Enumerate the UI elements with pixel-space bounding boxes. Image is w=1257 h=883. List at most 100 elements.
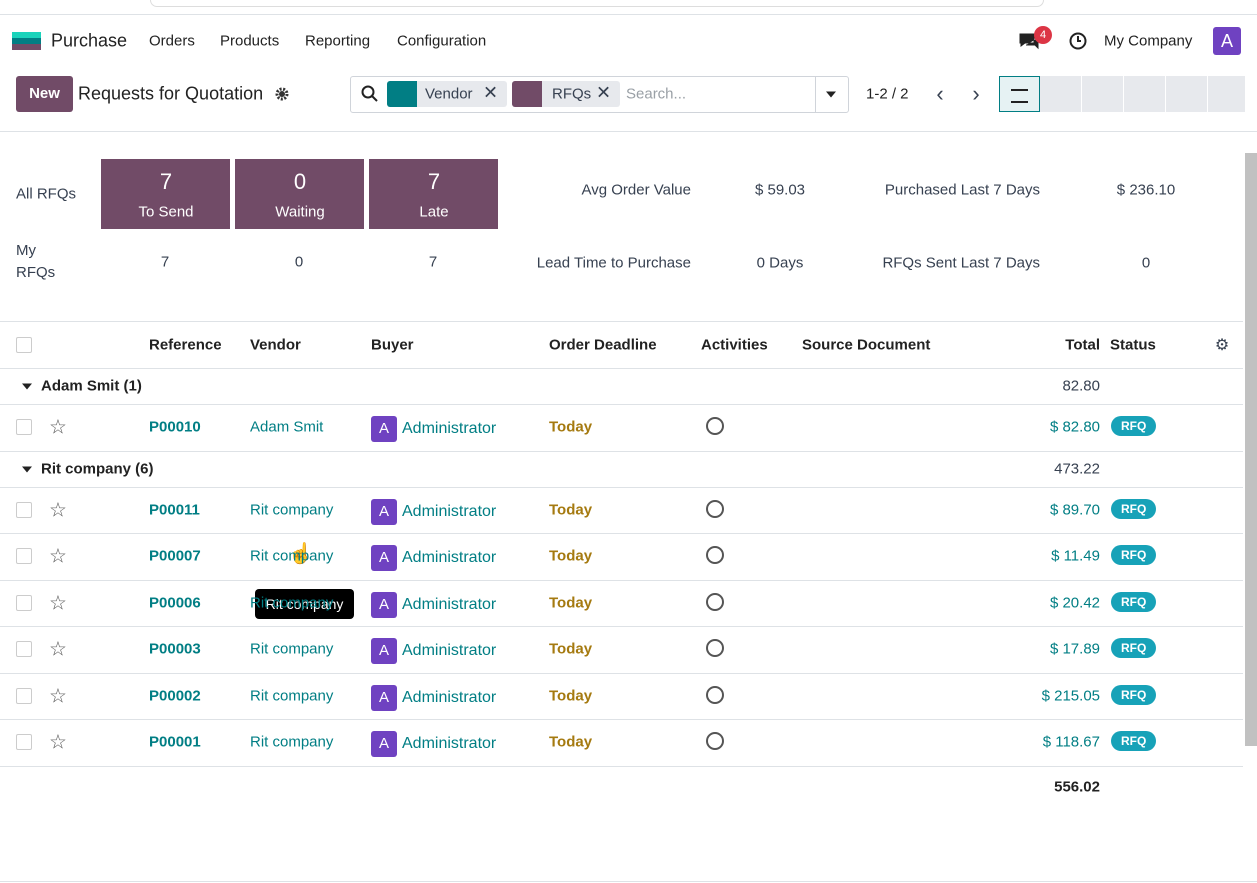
facet[interactable]: RFQs ✕: [512, 81, 620, 107]
star[interactable]: ☆: [49, 499, 67, 521]
menu-item[interactable]: Products: [220, 32, 280, 50]
activity-icon[interactable]: [706, 417, 724, 435]
activity-icon[interactable]: [706, 639, 724, 657]
status: RFQ: [1111, 545, 1157, 565]
vendor[interactable]: Rit company: [250, 640, 334, 658]
column-header[interactable]: Status: [1110, 336, 1156, 354]
star[interactable]: ☆: [49, 416, 67, 439]
deadline: Today: [549, 687, 593, 704]
column-header[interactable]: Vendor: [250, 336, 301, 354]
card-label[interactable]: Waiting: [275, 203, 325, 221]
column-header[interactable]: Activities: [701, 336, 768, 354]
row-checkbox[interactable]: [16, 687, 32, 704]
reference[interactable]: P00002: [149, 687, 201, 704]
company[interactable]: My Company: [1104, 32, 1193, 50]
new-button[interactable]: New: [16, 76, 73, 112]
view-kanban[interactable]: [1040, 76, 1082, 112]
row-checkbox[interactable]: [16, 734, 32, 750]
gear-icon[interactable]: [275, 87, 289, 101]
vendor[interactable]: Rit company: [250, 594, 334, 611]
reference[interactable]: P00007: [149, 547, 201, 565]
stat-card[interactable]: [369, 159, 498, 229]
clock-icon[interactable]: [1069, 32, 1087, 50]
header-checkbox[interactable]: [16, 337, 32, 353]
pager-prev[interactable]: ‹: [936, 81, 944, 106]
buyer-avatar: A: [371, 416, 397, 442]
view-activity[interactable]: [1208, 76, 1246, 112]
row-checkbox[interactable]: [16, 594, 32, 611]
card-value[interactable]: 7: [159, 169, 173, 194]
vendor[interactable]: Rit company: [250, 733, 334, 751]
status: RFQ: [1111, 591, 1157, 612]
my-value[interactable]: 7: [160, 253, 170, 271]
caret[interactable]: [22, 466, 32, 477]
star[interactable]: ☆: [49, 638, 67, 661]
deadline: Today: [549, 640, 593, 658]
app-logo[interactable]: [12, 32, 41, 50]
row-checkbox[interactable]: [16, 641, 32, 657]
activity-icon[interactable]: [706, 546, 724, 564]
stat-value: 0 Days: [756, 254, 804, 272]
search-icon[interactable]: [361, 85, 379, 103]
row-checkbox[interactable]: [16, 419, 32, 435]
facet-label: RFQs: [552, 85, 592, 103]
search-placeholder[interactable]: Search...: [626, 85, 687, 103]
star[interactable]: ☆: [49, 731, 67, 754]
vendor[interactable]: Rit company: [250, 501, 334, 518]
star[interactable]: ☆: [49, 592, 67, 614]
stat-card[interactable]: [101, 159, 230, 229]
pager-next[interactable]: ›: [972, 81, 980, 106]
row-checkbox[interactable]: [16, 548, 32, 564]
my-value[interactable]: 7: [428, 253, 438, 271]
menu-item[interactable]: Orders: [149, 32, 195, 50]
activity-icon[interactable]: [706, 499, 724, 518]
caret[interactable]: [22, 383, 32, 395]
user-avatar[interactable]: A: [1213, 27, 1241, 55]
activity-icon[interactable]: [706, 732, 724, 750]
buyer: Administrator: [402, 688, 497, 706]
row-checkbox[interactable]: [16, 501, 32, 518]
reference[interactable]: P00010: [149, 418, 201, 436]
card-label[interactable]: To Send: [138, 203, 194, 221]
stat-card[interactable]: [235, 159, 364, 229]
column-header[interactable]: Source Document: [802, 336, 931, 354]
divider: [815, 77, 816, 112]
column-header[interactable]: Total: [1065, 336, 1100, 354]
menu-item[interactable]: Reporting: [305, 32, 371, 50]
column-header[interactable]: Reference: [149, 336, 222, 354]
buyer: Administrator: [402, 642, 497, 659]
reference[interactable]: P00003: [149, 640, 201, 658]
my-value[interactable]: 0: [294, 253, 304, 271]
view-list[interactable]: [999, 76, 1040, 112]
total: $ 82.80: [1049, 418, 1100, 436]
group-name[interactable]: Rit company (6): [41, 460, 154, 477]
card-value[interactable]: 7: [427, 169, 441, 194]
view-pivot[interactable]: [1082, 76, 1124, 112]
facet-remove[interactable]: ✕: [483, 82, 499, 103]
reference[interactable]: P00011: [149, 501, 200, 518]
star[interactable]: ☆: [49, 545, 67, 568]
app-name[interactable]: Purchase: [51, 30, 128, 51]
reference[interactable]: P00001: [149, 733, 201, 751]
reference[interactable]: P00006: [149, 594, 201, 611]
group-name[interactable]: Adam Smit (1): [41, 377, 142, 395]
vendor[interactable]: Adam Smit: [250, 418, 324, 436]
facet-remove[interactable]: ✕: [596, 82, 612, 103]
star[interactable]: ☆: [49, 685, 67, 707]
facet[interactable]: Vendor ✕: [387, 81, 507, 107]
dropdown-toggle[interactable]: [826, 91, 836, 103]
search-box[interactable]: [350, 76, 849, 113]
vendor[interactable]: Rit company: [250, 687, 334, 704]
view-calendar[interactable]: [1166, 76, 1208, 112]
column-header[interactable]: Buyer: [371, 336, 414, 354]
activity-icon[interactable]: [706, 685, 724, 704]
view-graph[interactable]: [1124, 76, 1166, 112]
card-value[interactable]: 0: [293, 169, 307, 194]
activity-icon[interactable]: [706, 592, 724, 611]
scrollbar[interactable]: [1245, 153, 1257, 746]
card-label[interactable]: Late: [419, 203, 449, 221]
optional-columns[interactable]: ⚙: [1214, 337, 1230, 354]
vendor[interactable]: Rit company: [250, 547, 334, 565]
column-header[interactable]: Order Deadline: [549, 336, 657, 354]
menu-item[interactable]: Configuration: [397, 32, 487, 50]
